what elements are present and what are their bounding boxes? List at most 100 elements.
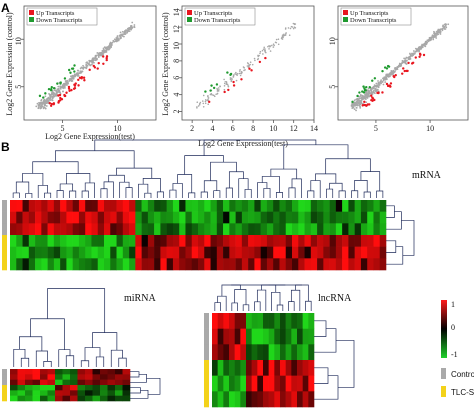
heatmap-cell (246, 328, 252, 345)
heatmap-cell (66, 200, 73, 212)
heatmap-cell (78, 258, 86, 271)
heatmap-cell (154, 211, 161, 224)
heatmap-cell (274, 391, 281, 408)
heatmap-cell (116, 200, 124, 212)
row-dendrogram (386, 205, 415, 265)
heatmap-cell (291, 375, 298, 392)
data-point (257, 54, 259, 57)
color-scale-max: 1 (451, 300, 455, 309)
heatmap-cell (66, 211, 73, 224)
y-tick-label: 12 (172, 25, 181, 33)
group-cell (2, 211, 7, 224)
data-point (62, 83, 65, 86)
heatmap-cell (185, 223, 193, 236)
data-point (81, 70, 84, 73)
data-point (36, 102, 39, 105)
heatmap-cell (55, 385, 63, 391)
up-point (361, 104, 364, 107)
heatmap-cell (72, 246, 80, 259)
data-point (223, 78, 225, 81)
dendrogram-branch (69, 190, 77, 198)
data-point (101, 50, 104, 53)
data-point (419, 46, 422, 49)
data-point (89, 59, 92, 62)
heatmap-cell (304, 235, 312, 247)
heatmap-cell (122, 390, 131, 396)
dendrogram-branch (221, 284, 241, 297)
dendrogram-branch (261, 176, 280, 193)
heatmap-cell (172, 223, 180, 236)
dendrogram-branch (184, 155, 224, 175)
heatmap-cell (129, 235, 136, 247)
heatmap-cell (229, 258, 236, 271)
heatmap-cell (107, 369, 116, 375)
data-point (49, 99, 52, 102)
heatmap-cell (179, 200, 186, 212)
heatmap-cell (223, 344, 230, 361)
data-point (119, 31, 122, 34)
data-point (387, 73, 390, 76)
y-axis-label: Log2 Gene Expression (control) (161, 12, 170, 116)
data-point (52, 96, 54, 99)
axis-ticks: 2 4 6 8 10 12 14 2 4 6 8 10 12 14 (172, 8, 318, 133)
heatmap-cell (254, 246, 261, 259)
heatmap-cell (17, 379, 26, 386)
heatmap-mrna: mRNA (2, 139, 442, 271)
heatmap-cell (107, 374, 116, 380)
heatmap-cell (235, 258, 243, 271)
heatmap-cell (41, 246, 48, 259)
heatmap-cell (147, 246, 155, 259)
heatmap-cell (329, 223, 337, 236)
data-point (48, 99, 50, 102)
data-point (223, 82, 226, 85)
row-dendrogram (314, 320, 355, 400)
data-point (92, 59, 95, 62)
data-point (366, 97, 369, 99)
heatmap-cell (367, 246, 374, 259)
heatmap-cell (285, 313, 292, 329)
heatmap-cell (28, 200, 36, 212)
heatmap-cell (10, 390, 18, 396)
dendrogram-branch (271, 291, 281, 311)
heatmap-cell (292, 223, 299, 236)
data-point (44, 95, 47, 98)
heatmap-cell (104, 223, 111, 236)
dendrogram-branch (22, 173, 44, 186)
heatmap-cell (254, 200, 261, 212)
heatmap-cell (342, 235, 349, 247)
y-tick-label: 10 (14, 37, 23, 45)
data-point (380, 79, 383, 82)
heatmap-cell (268, 360, 275, 376)
y-axis-label: Log2 Gene Expression (control) (5, 12, 14, 116)
heatmap-cell (72, 258, 80, 271)
data-point (98, 53, 100, 56)
heatmap-cell (100, 390, 108, 396)
up-point (401, 72, 404, 75)
heatmap-cell (212, 360, 218, 376)
heatmap-cell (335, 200, 343, 212)
up-point (370, 94, 373, 97)
data-point (433, 31, 436, 34)
x-axis-label: Log2 Gene Expression(test) (198, 139, 288, 148)
dendrogram-branch (200, 191, 208, 198)
legend-down: Down Transcripts (194, 17, 241, 24)
heatmap-cell (32, 395, 41, 402)
heatmap-cell (160, 211, 167, 224)
data-point (235, 79, 238, 82)
heatmap-cell (342, 211, 349, 224)
heatmap-cell (291, 391, 298, 408)
heatmap-cell (204, 246, 211, 259)
data-point (404, 59, 406, 62)
heatmap-cell (210, 223, 218, 236)
heatmap-cell (373, 258, 381, 271)
dendrogram-branch (234, 289, 247, 305)
up-point (52, 102, 56, 105)
heatmap-cell (280, 328, 286, 345)
up-point (68, 89, 71, 92)
up-point (402, 67, 405, 70)
up-point (63, 94, 66, 98)
heatmap-cell (116, 235, 124, 247)
dendrogram-branch (169, 189, 177, 198)
data-point (353, 99, 356, 102)
data-point (225, 80, 228, 83)
